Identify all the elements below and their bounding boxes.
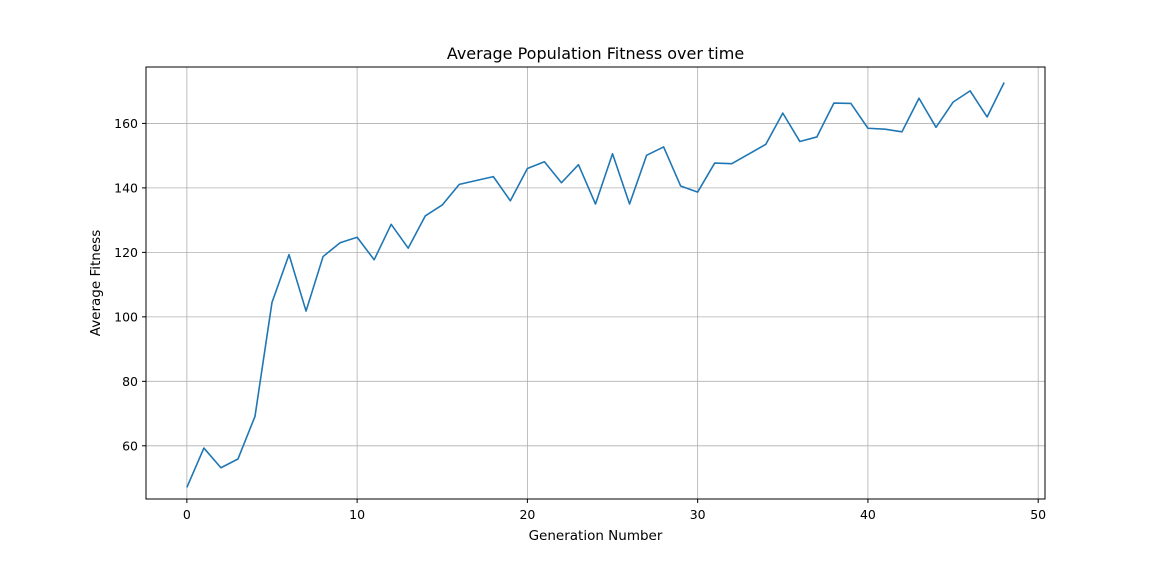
y-tick-label: 100 xyxy=(114,309,138,324)
x-tick-label: 40 xyxy=(860,507,876,522)
y-axis-label: Average Fitness xyxy=(88,230,104,336)
series-layer xyxy=(186,82,1005,488)
x-tick-label: 0 xyxy=(183,507,191,522)
x-tick-label: 20 xyxy=(519,507,535,522)
grid-lines xyxy=(146,67,1045,499)
y-tick-label: 160 xyxy=(114,116,138,131)
x-tick-label: 30 xyxy=(690,507,706,522)
y-tick-label: 80 xyxy=(122,374,138,389)
y-tick-label: 60 xyxy=(122,438,138,453)
x-tick-label: 10 xyxy=(349,507,365,522)
chart-title: Average Population Fitness over time xyxy=(447,44,744,63)
axis-ticks: 0 10 20 30 40 50 60 80 100 120 140 160 xyxy=(114,116,1046,522)
y-tick-label: 140 xyxy=(114,180,138,195)
x-axis-label: Generation Number xyxy=(529,528,663,544)
axes-frame xyxy=(145,66,1046,500)
y-tick-label: 120 xyxy=(114,245,138,260)
x-tick-label: 50 xyxy=(1030,507,1046,522)
fitness-series-line xyxy=(186,82,1005,488)
